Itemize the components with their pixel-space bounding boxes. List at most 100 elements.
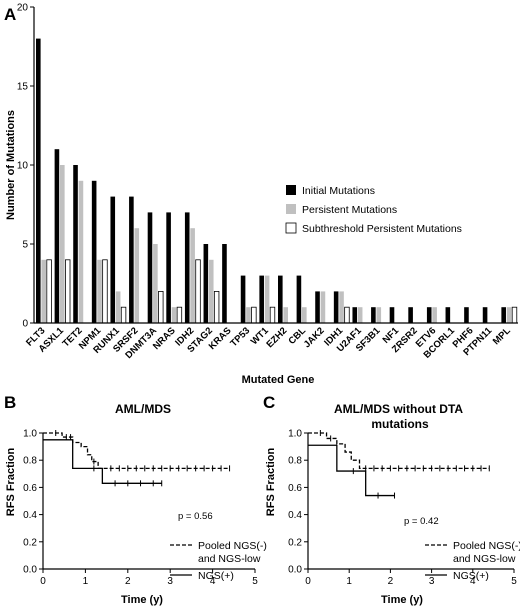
panel-a-axes xyxy=(33,7,518,324)
bar-mpl-initial xyxy=(501,307,506,323)
y-tick-label: 15 xyxy=(17,82,29,93)
x-tick-label-tp53: TP53 xyxy=(228,325,252,349)
x-tick-label: 5 xyxy=(252,576,258,587)
x-tick-label: 0 xyxy=(305,576,311,587)
x-tick-label: 4 xyxy=(210,576,216,587)
y-tick-label: 0.6 xyxy=(23,483,37,494)
x-tick-label: 3 xyxy=(167,576,173,587)
x-tick-label: 2 xyxy=(388,576,394,587)
bar-cbl-initial xyxy=(296,275,302,323)
panel-c-title-line-1: AML/MDS without DTA xyxy=(334,402,463,416)
bar-flt3-initial xyxy=(36,38,41,323)
bar-nras-persistent xyxy=(171,307,177,323)
bar-dnmt3a-initial xyxy=(147,212,153,323)
bar-tp53-subthreshold xyxy=(251,306,257,324)
bar-stag2-initial xyxy=(203,244,209,323)
x-tick-label: 1 xyxy=(346,576,352,587)
bar-tp53-initial xyxy=(240,275,246,323)
bar-u2af1-initial xyxy=(352,307,358,323)
bar-cbl-persistent xyxy=(302,307,307,323)
km-line-pooled xyxy=(308,432,490,470)
bar-runx1-initial xyxy=(110,196,116,323)
panel-c-x-axis-title: Time (y) xyxy=(381,594,423,606)
bar-jak2-persistent xyxy=(320,291,326,323)
y-tick-label: 1.0 xyxy=(288,429,302,440)
legend-label-initial: Initial Mutations xyxy=(302,185,375,197)
panel-b-title: AML/MDS xyxy=(115,402,171,416)
legend-label-subthreshold: Subthreshold Persistent Mutations xyxy=(302,223,462,235)
bar-flt3-subthreshold xyxy=(46,259,52,324)
legend-label-pooled: Pooled NGS(-) and NGS-low xyxy=(453,540,520,565)
x-tick-label: 3 xyxy=(429,576,435,587)
bar-idh2-subthreshold xyxy=(195,259,201,324)
y-tick-label: 20 xyxy=(17,3,29,14)
legend-swatch-subthreshold xyxy=(285,222,297,234)
panel-a-legend: Initial Mutations Persistent Mutations Sub… xyxy=(285,185,462,235)
y-tick-label: 5 xyxy=(22,240,28,251)
panel-a-bars xyxy=(36,38,518,324)
bar-stag2-persistent xyxy=(208,259,214,323)
y-tick-label: 0.8 xyxy=(288,456,302,467)
panel-letter-a: A xyxy=(4,5,16,24)
panel-letter-b: B xyxy=(4,393,16,412)
bar-ptpn11-initial xyxy=(482,307,488,323)
x-tick-label: 2 xyxy=(125,576,131,587)
x-tick-label-mpl: MPL xyxy=(491,325,513,347)
legend-label-pooled-line-2: and NGS-low xyxy=(198,553,261,565)
panel-c-plot: 0.0 0.2 0.4 0.6 0.8 1.0 0 1 2 3 4 5 p = 0.42 Pooled N… xyxy=(288,429,520,588)
legend-label-pooled: Pooled NGS(-) and NGS-low xyxy=(198,540,267,565)
y-tick-label: 0.4 xyxy=(288,510,302,521)
bar-srsf2-initial xyxy=(129,196,134,323)
p-value-annotation: p = 0.42 xyxy=(404,516,439,527)
bar-stag2-subthreshold xyxy=(213,290,220,324)
bar-wt1-subthreshold xyxy=(269,306,276,324)
y-tick-label: 1.0 xyxy=(23,429,37,440)
km-line-ngs-positive xyxy=(43,439,162,484)
bar-phf6-initial xyxy=(464,307,469,323)
panel-a-y-axis-title: Number of Mutations xyxy=(5,110,17,220)
legend-label-ngs-positive: NGS(+) xyxy=(198,570,234,582)
bar-tet2-initial xyxy=(73,165,78,323)
legend-swatch-initial xyxy=(286,185,296,195)
bar-tp53-persistent xyxy=(246,307,251,323)
bar-npm1-subthreshold xyxy=(102,259,108,324)
y-tick-label: 0.8 xyxy=(23,456,37,467)
bar-nras-initial xyxy=(166,212,171,323)
panel-c-km-chart: C AML/MDS without DTA mutations RFS Frac… xyxy=(263,393,520,606)
legend-swatch-persistent xyxy=(286,204,296,214)
bar-dnmt3a-subthreshold xyxy=(158,290,164,324)
x-tick-label-jak2: JAK2 xyxy=(302,325,327,350)
bar-wt1-initial xyxy=(259,275,264,323)
x-tick-label: 1 xyxy=(83,576,89,587)
y-tick-label: 0.2 xyxy=(23,537,37,548)
panel-a-x-ticks: FLT3ASXL1TET2NPM1RUNX1SRSF2DNMT3ANRASIDH… xyxy=(24,325,513,361)
panel-b-km-chart: B AML/MDS RFS Fraction Time (y) 0.00.20.… xyxy=(4,393,267,606)
bar-sf3b1-persistent xyxy=(376,307,382,323)
bar-idh1-persistent xyxy=(339,291,344,323)
bar-asxl1-persistent xyxy=(60,165,65,323)
panel-c-title-line-2: mutations xyxy=(371,417,429,431)
km-line-ngs-positive xyxy=(308,444,395,497)
legend-label-pooled-line-2: and NGS-low xyxy=(453,553,516,565)
legend-label-ngs-positive: NGS(+) xyxy=(453,570,489,582)
bar-ezh2-initial xyxy=(278,275,283,323)
panel-a-x-axis-title: Mutated Gene xyxy=(242,374,315,386)
bar-tet2-persistent xyxy=(78,180,84,323)
bar-kras-initial xyxy=(222,244,227,323)
bar-zrsr2-initial xyxy=(408,307,413,323)
bar-idh2-initial xyxy=(184,212,190,323)
panel-c-title: AML/MDS without DTA mutations xyxy=(334,402,466,431)
bar-srsf2-persistent xyxy=(134,228,140,323)
y-tick-label: 0.2 xyxy=(288,537,302,548)
bar-etv6-initial xyxy=(426,307,432,323)
y-tick-label: 10 xyxy=(17,161,29,172)
y-tick-label: 0.6 xyxy=(288,483,302,494)
panel-a-y-ticks: 0 5 10 15 20 xyxy=(17,3,34,330)
panel-a-bar-chart: A Number of Mutations Mutated Gene 0 5 10 1… xyxy=(4,3,518,386)
p-value-annotation: p = 0.56 xyxy=(178,511,213,522)
bar-u2af1-persistent xyxy=(357,307,363,323)
bar-flt3-persistent xyxy=(41,259,46,323)
y-tick-label: 0.0 xyxy=(288,565,302,576)
y-tick-label: 0 xyxy=(22,319,28,330)
